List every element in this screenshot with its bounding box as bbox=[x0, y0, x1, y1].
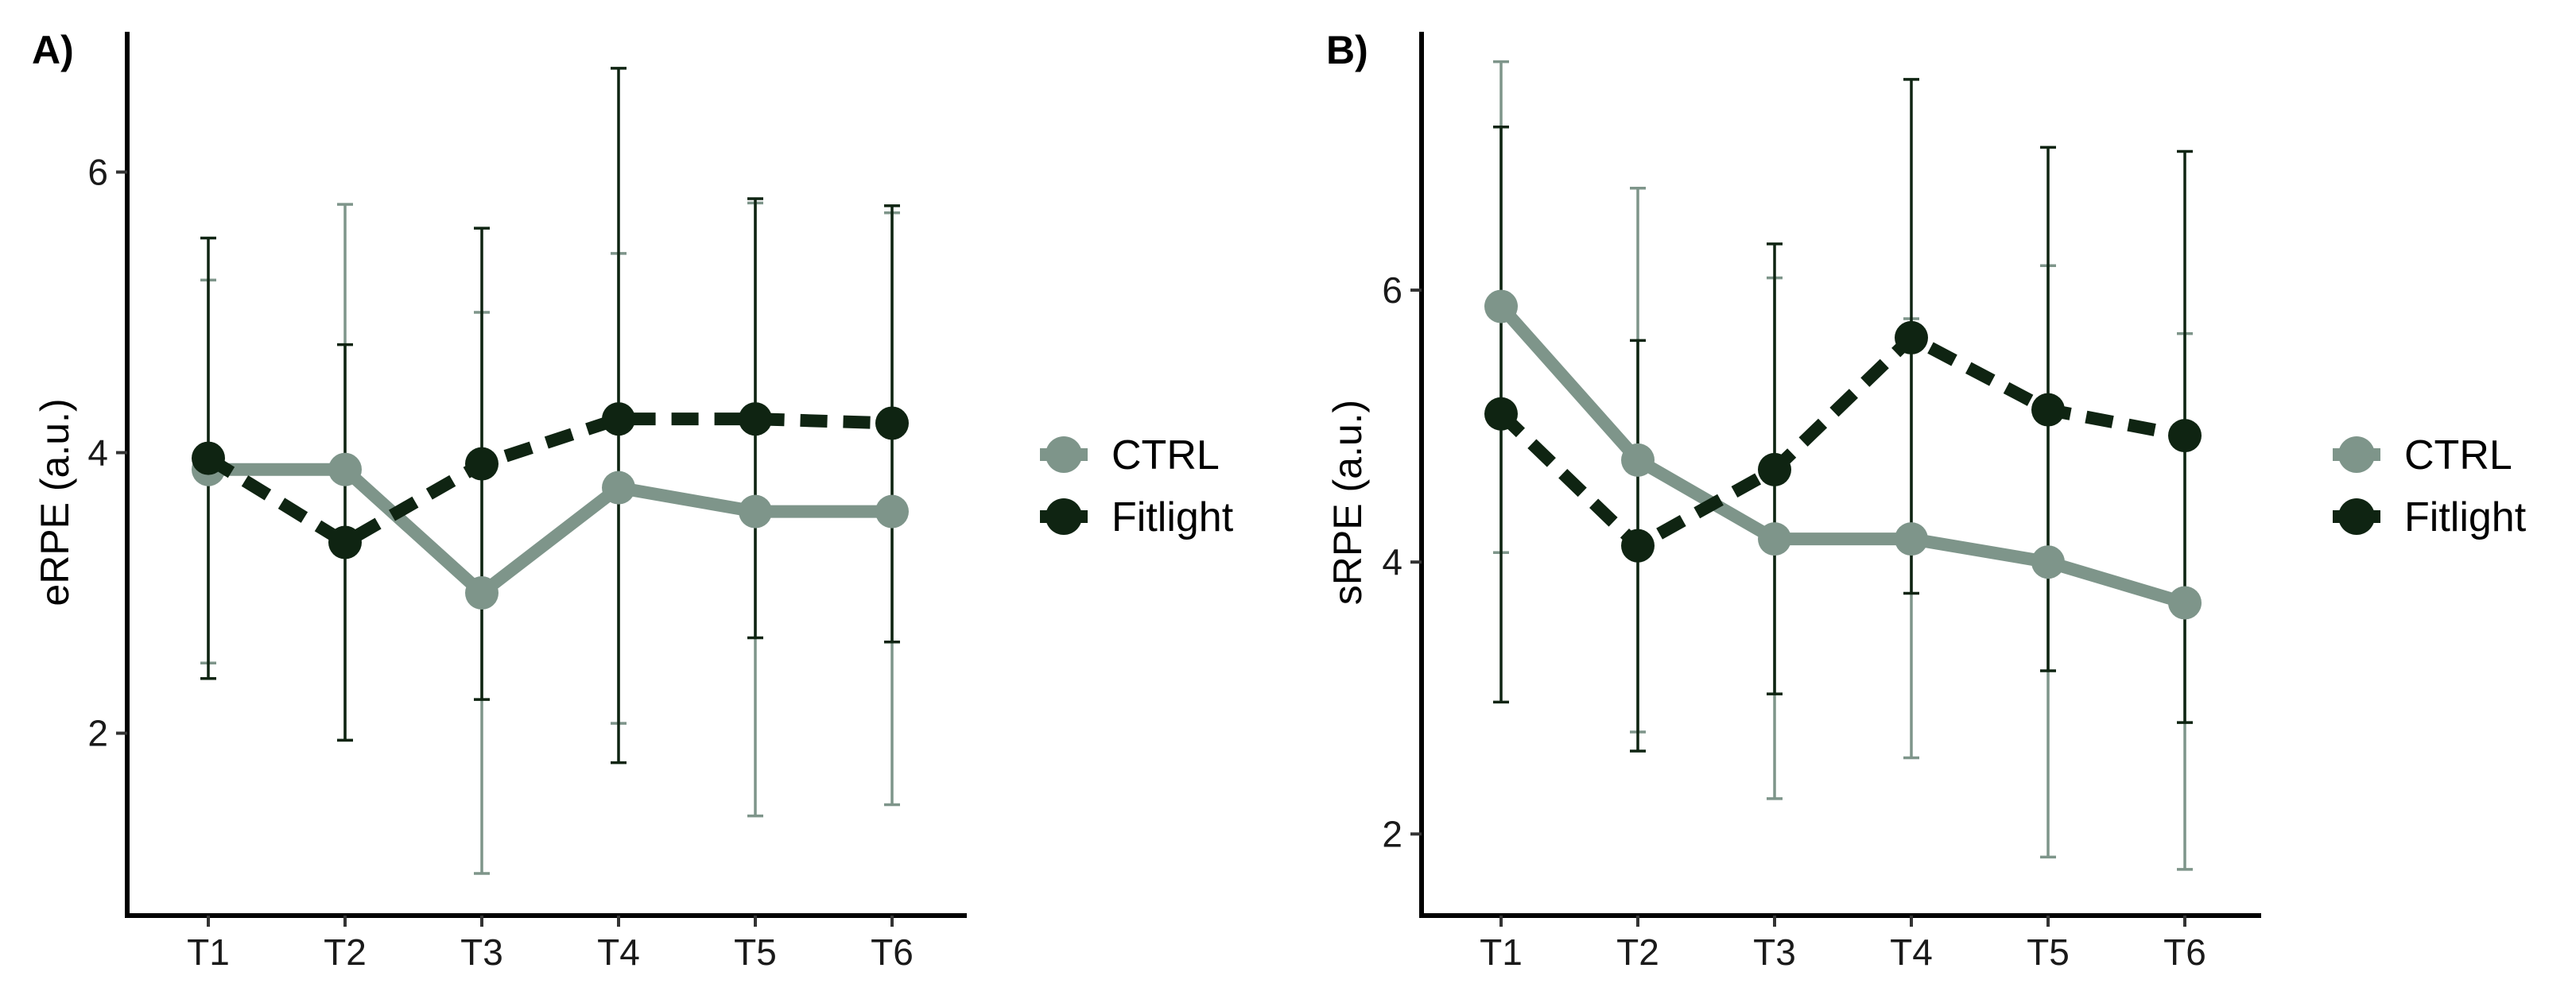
legend-ctrl-label: CTRL bbox=[1111, 432, 1220, 478]
x-tick-label: T2 bbox=[324, 931, 367, 973]
panel-a-legend: CTRL Fitlight bbox=[1040, 432, 1234, 540]
ctrl-data-point bbox=[602, 471, 635, 505]
legend-fitlight-marker bbox=[2338, 498, 2375, 535]
y-tick-label: 2 bbox=[1382, 813, 1402, 854]
fitlight-data-point bbox=[2168, 419, 2202, 453]
y-tick-label: 6 bbox=[87, 152, 108, 193]
y-tick-label: 6 bbox=[1382, 269, 1402, 311]
fitlight-data-point bbox=[328, 525, 362, 560]
legend-ctrl-marker bbox=[1046, 436, 1082, 473]
y-tick-label: 4 bbox=[1382, 541, 1402, 583]
panel-b-label: B) bbox=[1326, 28, 1368, 72]
panel-b-y-axis-title: sRPE (a.u.) bbox=[1325, 400, 1370, 605]
fitlight-data-point bbox=[192, 441, 225, 475]
x-tick-label: T5 bbox=[734, 931, 777, 973]
fitlight-data-point bbox=[2031, 393, 2065, 427]
fitlight-data-point bbox=[1895, 320, 1928, 354]
ctrl-data-point bbox=[1484, 289, 1518, 323]
ctrl-data-point bbox=[1621, 443, 1655, 477]
panel-b: B) sRPE (a.u.) 2 4 6 T1 T2 T3 T4 T5 T6 CTRL Fitl… bbox=[1325, 28, 2527, 973]
panel-a-label: A) bbox=[32, 28, 74, 72]
panel-a-plot: 2 4 6 T1 T2 T3 T4 T5 T6 bbox=[87, 32, 967, 973]
fitlight-data-point bbox=[602, 402, 635, 436]
panel-a: A) eRPE (a.u.) 2 4 6 T1 T2 T3 T4 T5 T6 CTRL Fitl… bbox=[32, 28, 1234, 973]
ctrl-data-point bbox=[875, 494, 909, 529]
fitlight-series-line bbox=[204, 412, 893, 549]
ctrl-data-point bbox=[328, 452, 362, 486]
panel-a-y-axis-title: eRPE (a.u.) bbox=[33, 398, 77, 606]
legend-fitlight-label: Fitlight bbox=[1111, 494, 1234, 540]
ctrl-series-line bbox=[208, 463, 892, 600]
panel-b-plot: 2 4 6 T1 T2 T3 T4 T5 T6 bbox=[1382, 32, 2261, 973]
x-tick-label: T4 bbox=[1890, 931, 1933, 973]
fitlight-data-point bbox=[1484, 397, 1518, 431]
x-tick-label: T3 bbox=[1753, 931, 1796, 973]
ctrl-data-point bbox=[2168, 586, 2202, 620]
panel-b-legend: CTRL Fitlight bbox=[2333, 432, 2527, 540]
ctrl-series-line bbox=[1496, 302, 2187, 610]
x-tick-label: T4 bbox=[597, 931, 640, 973]
fitlight-data-point bbox=[1621, 529, 1655, 563]
x-tick-label: T2 bbox=[1616, 931, 1659, 973]
y-tick-label: 2 bbox=[87, 713, 108, 754]
ctrl-data-point bbox=[465, 576, 499, 610]
ctrl-data-point bbox=[1895, 522, 1928, 556]
ctrl-data-point bbox=[739, 494, 772, 529]
legend-ctrl-label: CTRL bbox=[2404, 432, 2512, 478]
x-tick-label: T1 bbox=[187, 931, 230, 973]
ctrl-data-point bbox=[1758, 522, 1791, 556]
fitlight-data-point bbox=[1758, 452, 1791, 486]
x-tick-label: T5 bbox=[2027, 931, 2070, 973]
fitlight-data-point bbox=[739, 402, 772, 436]
x-tick-label: T6 bbox=[871, 931, 914, 973]
x-tick-label: T3 bbox=[460, 931, 503, 973]
x-tick-label: T1 bbox=[1480, 931, 1523, 973]
y-tick-label: 4 bbox=[87, 432, 108, 474]
legend-fitlight-label: Fitlight bbox=[2404, 494, 2527, 540]
legend-fitlight-marker bbox=[1046, 498, 1082, 535]
legend-ctrl-marker bbox=[2338, 436, 2375, 473]
fitlight-series-line bbox=[1496, 331, 2186, 552]
x-tick-label: T6 bbox=[2163, 931, 2206, 973]
fitlight-data-point bbox=[465, 447, 499, 481]
ctrl-data-point bbox=[2031, 545, 2065, 579]
fitlight-data-point bbox=[875, 406, 909, 440]
